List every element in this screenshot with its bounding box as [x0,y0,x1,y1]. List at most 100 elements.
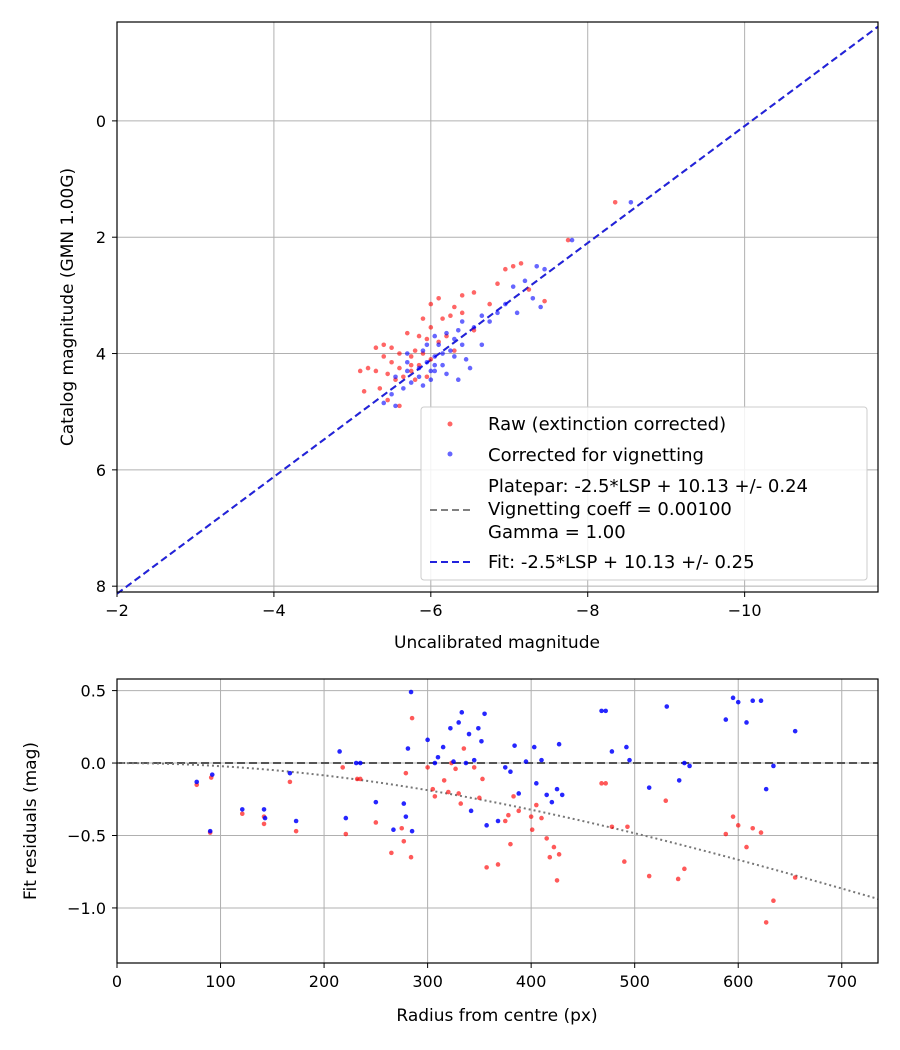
corrected-residual-point [479,739,484,744]
corrected-point [408,380,414,385]
raw-point [412,377,418,383]
corrected-point [463,357,469,362]
top-y-tick-label: 2 [96,228,106,247]
corrected-point [534,263,540,269]
raw-residual-point [750,825,756,831]
top-x-tick-label: −4 [262,601,286,620]
corrected-point [393,403,398,409]
corrected-point [420,383,426,388]
corrected-residual-point [735,699,741,705]
raw-point [428,325,434,330]
bottom-x-axis-title: Radius from centre (px) [396,1006,597,1026]
corrected-point [428,377,434,383]
top-y-axis-title: Catalog magnitude (GMN 1.00G) [58,168,78,446]
raw-point [408,368,414,374]
top-x-tick-label: −6 [419,601,443,620]
raw-point [357,368,363,374]
raw-residual-point [261,821,267,827]
legend-box [420,406,868,581]
raw-residual-point [403,770,409,776]
corrected-residual-point [261,807,267,812]
top-raw-points [357,200,618,409]
corrected-residual-point [664,704,670,709]
raw-residual-point [453,766,458,772]
corrected-point [455,327,461,333]
raw-residual-point [293,828,299,834]
corrected-residual-point [512,743,517,748]
raw-point [424,374,430,380]
corrected-residual-point [405,746,411,751]
bottom-y-tick-label: −0.5 [67,826,106,845]
raw-residual-point [792,875,798,880]
bottom-grid [116,679,878,963]
raw-point [365,365,371,371]
raw-residual-point [389,850,394,856]
raw-residual-point [771,898,776,903]
corrected-point [416,374,422,380]
corrected-residual-point [459,710,465,715]
corrected-point [432,368,438,374]
raw-point [459,293,465,298]
raw-residual-point [409,715,415,721]
top-y-tick-label: 6 [96,461,106,480]
top-x-tick-label: −8 [576,601,600,620]
raw-point [424,336,430,342]
legend-platepar-line3: Gamma = 1.00 [488,522,626,543]
bottom-y-ticks: 0.5 0.0 −0.5 −1.0 [67,682,117,918]
corrected-residual-point [456,720,461,725]
top-x-ticks: −2 −4 −6 −8 −10 [105,592,762,620]
corrected-point [514,310,520,316]
raw-residual-point [399,825,405,831]
corrected-residual-point [495,818,501,824]
raw-point [518,261,524,266]
raw-residual-point [744,844,749,850]
corrected-residual-point [682,760,687,766]
corrected-residual-point [358,760,363,766]
corrected-residual-point [409,828,415,834]
raw-point [401,374,406,380]
corrected-residual-point [209,772,215,777]
raw-residual-point [723,831,729,837]
bottom-corrected-points [194,689,798,834]
raw-point [377,386,383,391]
corrected-point [401,386,406,391]
raw-point [436,295,441,301]
raw-residual-point [511,794,516,799]
legend-fit-label: Fit: -2.5*LSP + 10.13 +/- 0.25 [488,552,755,573]
vignetting-model-curve [116,762,879,900]
top-x-tick-label: −10 [728,601,762,620]
corrected-point [404,368,410,374]
raw-residual-point [432,794,438,799]
corrected-point [432,333,438,339]
corrected-point [393,374,398,380]
legend-corrected-marker [447,451,453,457]
raw-residual-point [480,776,485,782]
bottom-reference-lines [116,762,879,900]
corrected-point [538,304,543,310]
raw-residual-point [599,781,604,786]
raw-residual-point [534,802,539,808]
raw-residual-point [441,778,447,783]
raw-residual-point [506,812,511,818]
corrected-residual-point [750,698,756,704]
top-x-axis-title: Uncalibrated magnitude [394,633,600,653]
legend-raw-marker [447,421,453,427]
corrected-residual-point [744,720,749,725]
corrected-residual-point [451,759,456,764]
raw-residual-point [508,841,513,847]
corrected-residual-point [373,799,379,805]
corrected-residual-point [476,725,481,731]
corrected-point [404,351,410,356]
raw-residual-point [373,820,379,825]
corrected-point [404,359,410,365]
raw-point [389,345,394,351]
corrected-point [452,354,457,359]
raw-point [373,345,379,351]
bottom-x-tick-label: 500 [619,972,650,991]
bottom-x-tick-label: 100 [205,972,236,991]
top-corrected-points [381,200,634,409]
raw-residual-point [551,844,557,850]
raw-residual-point [458,801,464,806]
corrected-residual-point [508,769,513,775]
corrected-point [432,354,438,359]
